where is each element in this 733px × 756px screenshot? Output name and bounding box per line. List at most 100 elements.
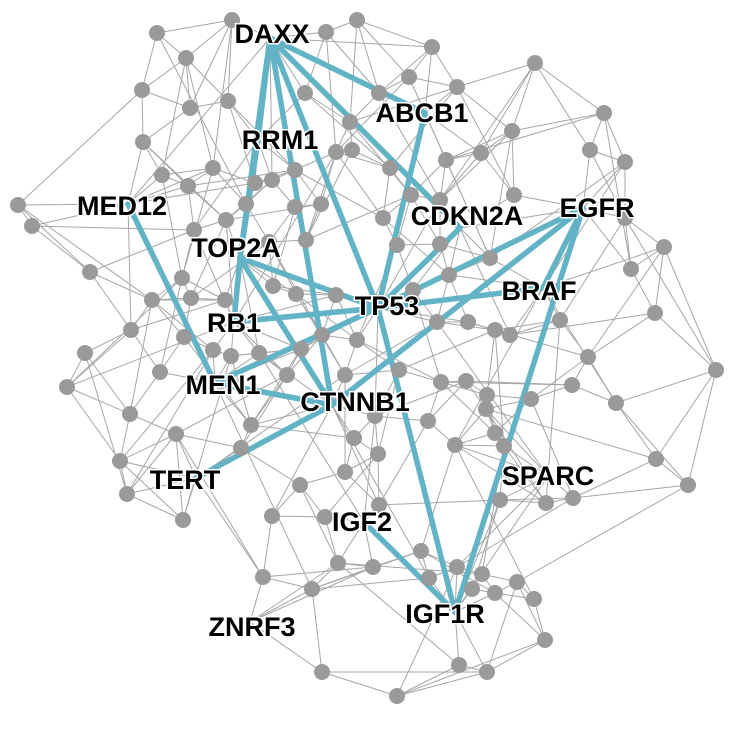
- background-edge: [175, 374, 288, 435]
- background-edge: [663, 246, 717, 371]
- gene-node: [317, 509, 333, 525]
- background-edge: [271, 515, 326, 518]
- gene-node: [449, 79, 465, 95]
- gene-node: [314, 327, 330, 343]
- gene-node: [504, 123, 520, 139]
- gene-node: [509, 574, 525, 590]
- background-edge: [89, 271, 132, 331]
- gene-node: [647, 305, 663, 321]
- background-edge: [454, 287, 544, 446]
- background-edge: [424, 112, 491, 259]
- background-edge: [126, 477, 197, 495]
- edge-braf-tp53: [375, 285, 546, 311]
- background-edge: [262, 515, 273, 578]
- background-edge: [141, 89, 191, 109]
- background-edge: [129, 413, 177, 435]
- background-edge: [331, 404, 380, 506]
- background-edge: [530, 398, 574, 499]
- background-edge: [511, 62, 536, 132]
- gene-node: [382, 160, 398, 176]
- background-edge: [587, 312, 656, 358]
- background-edge: [454, 444, 535, 600]
- gene-node: [656, 239, 672, 255]
- background-edge: [398, 329, 496, 371]
- background-edge: [239, 257, 260, 354]
- background-edge: [31, 203, 129, 227]
- background-edge: [295, 293, 358, 341]
- edge-top2a-ctnnb1: [237, 255, 335, 408]
- background-edge: [424, 112, 482, 154]
- gene-node: [243, 417, 259, 433]
- background-edge: [494, 592, 546, 641]
- hub-label-ctnnb1: CTNNB1: [300, 387, 410, 417]
- gene-node: [405, 282, 421, 298]
- background-edge: [534, 62, 605, 114]
- background-edges: [17, 19, 717, 697]
- background-edge: [509, 287, 544, 336]
- gene-node: [401, 69, 417, 85]
- gene-node: [349, 12, 365, 28]
- hub-label-rb1: RB1: [207, 308, 261, 338]
- background-edge: [175, 433, 264, 578]
- background-edge: [448, 274, 544, 289]
- background-edge: [31, 225, 195, 231]
- background-edge: [127, 203, 132, 331]
- gene-node: [112, 453, 128, 469]
- background-edge: [159, 371, 216, 384]
- gene-node: [293, 341, 309, 357]
- background-edge: [396, 194, 412, 246]
- background-edge: [127, 182, 256, 205]
- gene-node: [186, 222, 202, 238]
- background-edge: [654, 312, 717, 371]
- hub-label-cdkn2a: CDKN2A: [411, 201, 524, 231]
- gene-node: [149, 25, 165, 41]
- background-edge: [687, 369, 717, 486]
- background-edge: [374, 415, 429, 422]
- hub-label-tp53: TP53: [355, 291, 420, 321]
- background-edge: [127, 141, 144, 205]
- gene-node: [371, 85, 387, 101]
- gene-node: [119, 486, 135, 502]
- background-edge: [509, 312, 656, 336]
- gene-node: [304, 581, 320, 597]
- gene-node: [552, 312, 568, 328]
- gene-node: [77, 345, 93, 361]
- background-edge: [250, 404, 333, 426]
- background-edge: [151, 299, 214, 351]
- background-edge: [129, 299, 153, 415]
- gene-node: [346, 430, 362, 446]
- gene-node: [342, 114, 358, 130]
- gene-node: [487, 322, 503, 338]
- background-edge: [269, 37, 273, 181]
- gene-node: [349, 332, 365, 348]
- gene-node: [617, 154, 633, 170]
- gene-node: [523, 391, 539, 407]
- background-edge: [378, 420, 429, 506]
- background-edge: [374, 380, 467, 417]
- gene-node: [492, 492, 508, 508]
- gene-node: [708, 362, 724, 378]
- background-edge: [305, 194, 412, 241]
- gene-node: [432, 236, 448, 252]
- background-edge: [542, 246, 665, 289]
- gene-node: [279, 367, 295, 383]
- gene-node: [182, 100, 198, 116]
- background-edge: [185, 57, 214, 169]
- background-edge: [603, 112, 626, 163]
- background-edge: [272, 285, 337, 296]
- gene-node: [580, 349, 596, 365]
- background-edge: [227, 100, 259, 141]
- background-edge: [66, 386, 131, 415]
- gene-node: [680, 477, 696, 493]
- background-edge: [227, 100, 296, 171]
- edge-top2a-tp53: [237, 255, 381, 311]
- gene-node: [123, 322, 139, 338]
- background-edge: [214, 382, 313, 590]
- hub-label-igf1r: IGF1R: [405, 599, 485, 629]
- gene-node: [288, 286, 304, 302]
- background-edge: [225, 203, 322, 221]
- gene-node: [180, 178, 196, 194]
- background-edge: [304, 92, 351, 123]
- background-edge: [499, 497, 574, 501]
- background-edge: [233, 151, 337, 323]
